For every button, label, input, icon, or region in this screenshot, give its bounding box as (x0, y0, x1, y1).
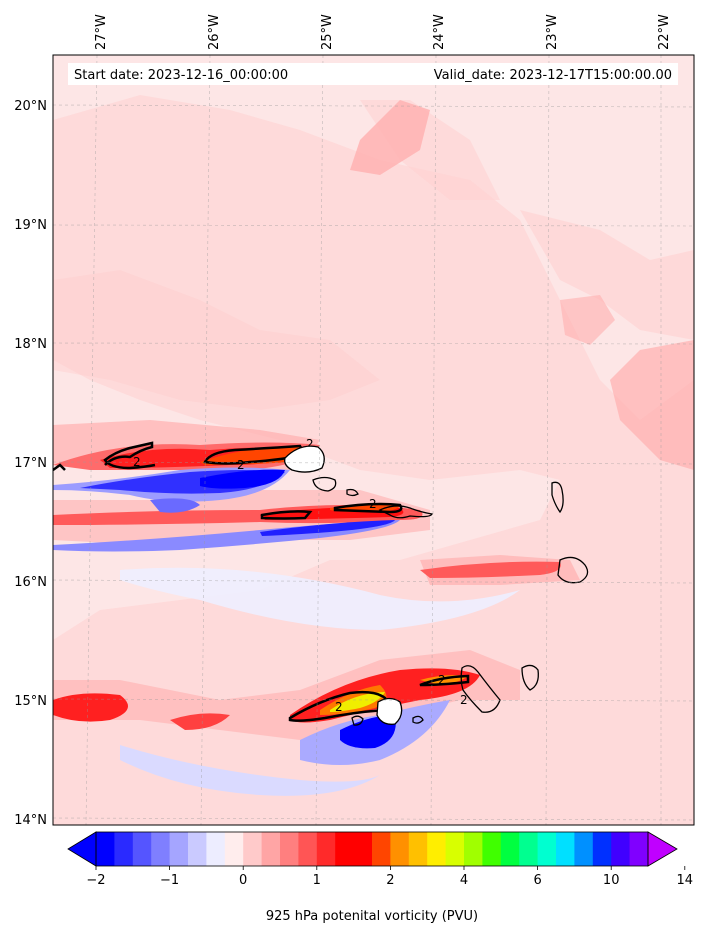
colorbar-tick-label: 14 (677, 873, 694, 888)
colorbar-over-arrow (647, 831, 678, 867)
island-sal (551, 481, 564, 514)
colorbar-segment (629, 832, 649, 866)
valid-date-label: Valid_date: 2023-12-17T15:00:00.00 (434, 68, 672, 83)
colorbar-under-arrow (67, 831, 97, 867)
coastlines (284, 445, 589, 726)
colorbar-tick-label: 1 (313, 873, 321, 888)
colorbar-segment (427, 832, 446, 866)
header-box (68, 63, 678, 85)
contour-label: 2 (335, 700, 343, 714)
colorbar-segment (335, 832, 354, 866)
colorbar-segment (224, 832, 244, 866)
island-boa-vista (557, 556, 589, 584)
lon-label: 23°W (545, 14, 560, 50)
colorbar-segment (464, 832, 483, 866)
lat-label: 17°N (14, 456, 47, 471)
colorbar-segment (574, 832, 594, 866)
contour-label: 2 (306, 437, 314, 451)
island-sao-vicente (312, 476, 337, 492)
colorbar-segment (353, 832, 373, 866)
colorbar-segments (96, 832, 649, 866)
island-santa-luzia (346, 488, 359, 497)
colorbar-segment (96, 832, 115, 866)
lat-label: 20°N (14, 99, 47, 114)
pv-background-field (53, 95, 694, 825)
lon-label: 27°W (94, 14, 109, 50)
colorbar-segment (188, 832, 207, 866)
gridlines (53, 55, 694, 825)
colorbar-segment (280, 832, 299, 866)
colorbar-segment (316, 832, 336, 866)
colorbar-segment (592, 832, 612, 866)
island-santiago (460, 665, 501, 713)
island-raso (412, 715, 424, 724)
colorbar-tick-label: 4 (460, 873, 468, 888)
colorbar-ticks: −2 −1 0 1 2 4 6 10 14 (86, 866, 693, 888)
lon-label: 25°W (320, 14, 335, 50)
colorbar-tick-label: 2 (386, 873, 394, 888)
pv-2-contours (53, 441, 470, 722)
colorbar-segment (298, 832, 318, 866)
colorbar-segment (114, 832, 134, 866)
contour-label: 2 (438, 673, 446, 687)
lat-label: 18°N (14, 337, 47, 352)
colorbar-segment (611, 832, 630, 866)
lat-label: 15°N (14, 694, 47, 709)
colorbar-segment (206, 832, 226, 866)
colorbar-segment (372, 832, 391, 866)
colorbar-segment (151, 832, 170, 866)
colorbar-segment (519, 832, 538, 866)
contour-label: 2 (133, 455, 141, 469)
lat-axis-labels: 20°N 19°N 18°N 17°N 16°N 15°N 14°N (14, 99, 47, 828)
colorbar-segment (390, 832, 410, 866)
lat-label: 19°N (14, 218, 47, 233)
pv-negative-bands (53, 467, 520, 796)
map-frame (52, 54, 695, 826)
colorbar-title: 925 hPa potenital vorticity (PVU) (266, 909, 478, 924)
colorbar-segment (445, 832, 465, 866)
lon-axis-labels: 27°W 26°W 25°W 24°W 23°W 22°W (94, 14, 672, 50)
contour-label: 2 (369, 497, 377, 511)
island-brava (351, 715, 364, 726)
lon-label: 24°W (432, 14, 447, 50)
colorbar-frame (95, 831, 649, 867)
start-date-label: Start date: 2023-12-16_00:00:00 (74, 68, 288, 83)
lat-label: 14°N (14, 813, 47, 828)
colorbar-tick-label: −2 (86, 873, 105, 888)
colorbar-segment (500, 832, 520, 866)
colorbar-tick-label: 6 (533, 873, 541, 888)
lat-label: 16°N (14, 575, 47, 590)
colorbar-segment (169, 832, 189, 866)
colorbar-segment (261, 832, 281, 866)
lon-label: 22°W (657, 14, 672, 50)
island-santo-antao (284, 445, 325, 473)
colorbar-segment (556, 832, 575, 866)
colorbar-segment (408, 832, 428, 866)
colorbar-tick-label: −1 (160, 873, 179, 888)
island-maio (521, 664, 539, 691)
contour-label: 2 (237, 458, 245, 472)
colorbar-segment (482, 832, 502, 866)
colorbar-segment (132, 832, 152, 866)
colorbar: −2 −1 0 1 2 4 6 10 14 925 hPa potenital vorticit… (67, 831, 693, 924)
colorbar-tick-label: 0 (239, 873, 247, 888)
map-panel: 2 2 2 2 2 2 2 (53, 55, 694, 825)
island-sao-nicolau (378, 505, 433, 519)
lon-label: 26°W (207, 14, 222, 50)
colorbar-segment (537, 832, 557, 866)
colorbar-segment (243, 832, 262, 866)
colorbar-tick-label: 10 (603, 873, 620, 888)
island-fogo (376, 697, 403, 725)
